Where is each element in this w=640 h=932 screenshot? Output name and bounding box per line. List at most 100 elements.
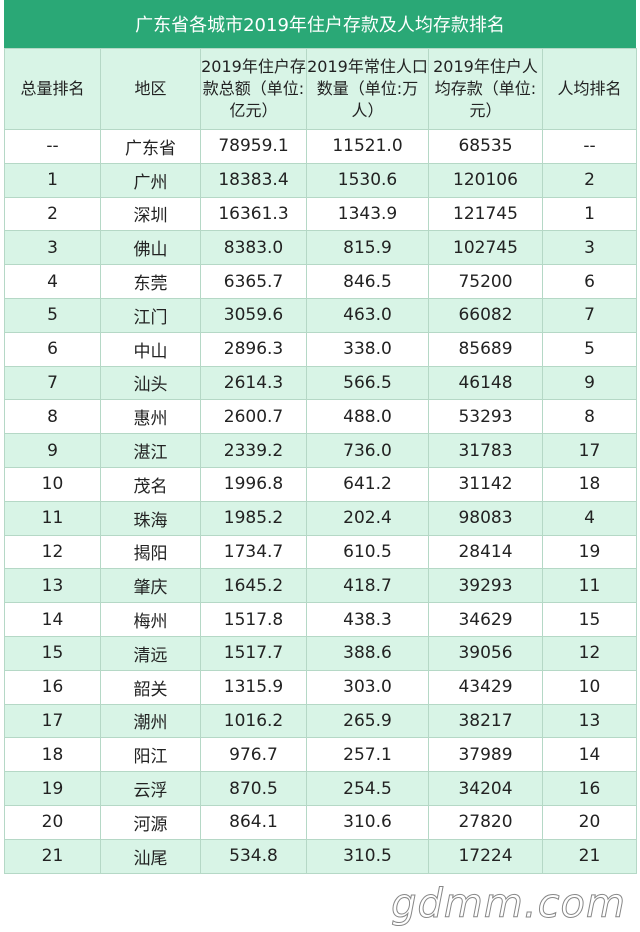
table-cell: 9 bbox=[4, 433, 101, 468]
table-cell: 江门 bbox=[100, 297, 201, 333]
table-cell: 潮州 bbox=[100, 703, 201, 739]
table-cell: 202.4 bbox=[306, 500, 429, 536]
table-cell: 846.5 bbox=[306, 264, 429, 299]
table-cell: 31783 bbox=[428, 433, 543, 468]
table-row: 8 惠州 2600.7 488.0 53293 8 bbox=[4, 399, 637, 435]
table-cell: 7 bbox=[4, 365, 101, 401]
column-header: 2019年住户存款总额（单位:亿元） bbox=[200, 48, 307, 130]
table-cell: 深圳 bbox=[100, 196, 201, 232]
table-row: 10 茂名 1996.8 641.2 31142 18 bbox=[4, 466, 637, 502]
table-cell: 120106 bbox=[428, 162, 543, 198]
watermark: gdmm.com bbox=[391, 880, 626, 927]
table-cell: 2614.3 bbox=[200, 365, 307, 401]
table-cell: 121745 bbox=[428, 196, 543, 232]
table-cell: 1530.6 bbox=[306, 162, 429, 198]
table-cell: 12 bbox=[542, 635, 637, 671]
table-cell: 20 bbox=[4, 804, 101, 840]
table-cell: 438.3 bbox=[306, 602, 429, 637]
table-cell: 85689 bbox=[428, 331, 543, 367]
table-cell: 1517.8 bbox=[200, 602, 307, 637]
table-cell: 佛山 bbox=[100, 230, 201, 266]
table-cell: 66082 bbox=[428, 297, 543, 333]
table-cell: 1 bbox=[542, 196, 637, 232]
table-cell: 43429 bbox=[428, 669, 543, 705]
table-cell: 珠海 bbox=[100, 500, 201, 536]
table-cell: 云浮 bbox=[100, 771, 201, 806]
table-cell: 1016.2 bbox=[200, 703, 307, 739]
table-cell: 1645.2 bbox=[200, 568, 307, 604]
column-header: 2019年住户人均存款（单位:元） bbox=[428, 48, 543, 130]
table-cell: 19 bbox=[4, 771, 101, 806]
table-cell: 广东省 bbox=[100, 129, 201, 164]
table-cell: 3059.6 bbox=[200, 297, 307, 333]
table-cell: 17 bbox=[542, 433, 637, 468]
table-cell: 1517.7 bbox=[200, 635, 307, 671]
header-row: 总量排名 地区 2019年住户存款总额（单位:亿元） 2019年常住人口数量（单位:万… bbox=[4, 48, 637, 130]
table-cell: 18 bbox=[4, 737, 101, 773]
table-cell: 8 bbox=[542, 399, 637, 435]
table-cell: 16 bbox=[542, 771, 637, 806]
table-row: 21 汕尾 534.8 310.5 17224 21 bbox=[4, 838, 637, 874]
table-cell: 1996.8 bbox=[200, 466, 307, 502]
table-cell: 864.1 bbox=[200, 804, 307, 840]
table-cell: 河源 bbox=[100, 804, 201, 840]
table-cell: 12 bbox=[4, 534, 101, 570]
table-row: 9 湛江 2339.2 736.0 31783 17 bbox=[4, 433, 637, 468]
column-header: 人均排名 bbox=[542, 48, 637, 130]
table-cell: 7 bbox=[542, 297, 637, 333]
table-cell: 34629 bbox=[428, 602, 543, 637]
table-cell: 257.1 bbox=[306, 737, 429, 773]
table-cell: 16 bbox=[4, 669, 101, 705]
table-row: -- 广东省 78959.1 11521.0 68535 -- bbox=[4, 129, 637, 164]
table-cell: 11 bbox=[542, 568, 637, 604]
table-cell: 6 bbox=[542, 264, 637, 299]
table-cell: 463.0 bbox=[306, 297, 429, 333]
table-cell: 4 bbox=[4, 264, 101, 299]
table-cell: 37989 bbox=[428, 737, 543, 773]
table-cell: 2600.7 bbox=[200, 399, 307, 435]
table-cell: 98083 bbox=[428, 500, 543, 536]
table-cell: 湛江 bbox=[100, 433, 201, 468]
table-cell: 10 bbox=[542, 669, 637, 705]
table-cell: 2896.3 bbox=[200, 331, 307, 367]
table-cell: 中山 bbox=[100, 331, 201, 367]
table-cell: 3 bbox=[4, 230, 101, 266]
table-cell: 19 bbox=[542, 534, 637, 570]
table-cell: 21 bbox=[542, 838, 637, 874]
table-cell: 388.6 bbox=[306, 635, 429, 671]
table-cell: 2 bbox=[542, 162, 637, 198]
table-cell: 75200 bbox=[428, 264, 543, 299]
table-cell: 8383.0 bbox=[200, 230, 307, 266]
table-cell: 10 bbox=[4, 466, 101, 502]
table-cell: 16361.3 bbox=[200, 196, 307, 232]
table-cell: 9 bbox=[542, 365, 637, 401]
table-cell: 53293 bbox=[428, 399, 543, 435]
table-title: 广东省各城市2019年住户存款及人均存款排名 bbox=[4, 0, 636, 48]
table-cell: 揭阳 bbox=[100, 534, 201, 570]
table-cell: 11 bbox=[4, 500, 101, 536]
table-cell: 15 bbox=[542, 602, 637, 637]
table-cell: 1734.7 bbox=[200, 534, 307, 570]
table-row: 18 阳江 976.7 257.1 37989 14 bbox=[4, 737, 637, 773]
table-cell: 976.7 bbox=[200, 737, 307, 773]
column-header: 2019年常住人口数量（单位:万人） bbox=[306, 48, 429, 130]
table-row: 17 潮州 1016.2 265.9 38217 13 bbox=[4, 703, 637, 739]
table-cell: 1315.9 bbox=[200, 669, 307, 705]
table-cell: 18 bbox=[542, 466, 637, 502]
table-row: 20 河源 864.1 310.6 27820 20 bbox=[4, 804, 637, 840]
table-cell: 610.5 bbox=[306, 534, 429, 570]
table-cell: 梅州 bbox=[100, 602, 201, 637]
table-cell: 广州 bbox=[100, 162, 201, 198]
table-cell: 265.9 bbox=[306, 703, 429, 739]
table-cell: -- bbox=[4, 129, 101, 164]
table-cell: 488.0 bbox=[306, 399, 429, 435]
table-cell: 清远 bbox=[100, 635, 201, 671]
table-cell: 11521.0 bbox=[306, 129, 429, 164]
table-cell: 汕头 bbox=[100, 365, 201, 401]
table-cell: 18383.4 bbox=[200, 162, 307, 198]
table-cell: 5 bbox=[4, 297, 101, 333]
table-cell: 2 bbox=[4, 196, 101, 232]
table-cell: 46148 bbox=[428, 365, 543, 401]
table-row: 4 东莞 6365.7 846.5 75200 6 bbox=[4, 264, 637, 299]
table-cell: 68535 bbox=[428, 129, 543, 164]
